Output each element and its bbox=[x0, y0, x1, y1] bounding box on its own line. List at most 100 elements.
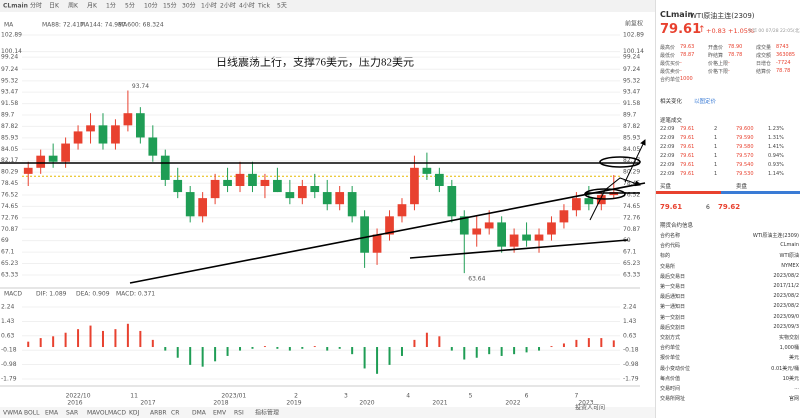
contract-cell: 标的 bbox=[660, 253, 671, 260]
y-tick-label: 85.93 bbox=[623, 134, 640, 141]
y-tick-label: 93.47 bbox=[623, 89, 640, 96]
candle-body bbox=[360, 216, 369, 253]
candle-body bbox=[335, 192, 345, 205]
tab[interactable]: 10分 bbox=[144, 2, 158, 10]
contract-cell: 美元 bbox=[788, 355, 799, 362]
y-tick-label: 87.82 bbox=[623, 123, 640, 130]
y-tick-label: 2.24 bbox=[1, 304, 15, 311]
y-tick-label: 65.23 bbox=[1, 260, 18, 267]
trade-cell: 79.570 bbox=[736, 153, 754, 159]
quote-field: 79.63 bbox=[680, 44, 695, 50]
indicator-tab[interactable]: MAVOL bbox=[87, 410, 109, 417]
y-tick-label: 63.33 bbox=[1, 272, 18, 279]
y-tick-label: 89.7 bbox=[623, 112, 637, 119]
quote-field: 78.87 bbox=[680, 52, 695, 58]
y-tick-label: 1.43 bbox=[623, 318, 637, 325]
y-tick-label: 70.87 bbox=[1, 226, 18, 233]
indicator-tab[interactable]: 指标管理 bbox=[255, 409, 279, 417]
trade-cell: 79.61 bbox=[680, 171, 695, 177]
legend-item: MA bbox=[4, 22, 14, 29]
indicator-tab[interactable]: EMV bbox=[213, 410, 227, 417]
bid: 79.61 bbox=[660, 203, 683, 211]
candle-body bbox=[285, 192, 295, 199]
legend-item: MA600: 68.324 bbox=[118, 22, 164, 29]
contract-cell: 每点价值 bbox=[660, 375, 681, 382]
tab[interactable]: Tick bbox=[257, 3, 270, 10]
y-tick-label: 100.14 bbox=[1, 48, 22, 55]
contract-cell: WTI原油 bbox=[779, 253, 799, 260]
indicator-tab[interactable]: CR bbox=[171, 410, 179, 417]
tab[interactable]: 1分 bbox=[106, 2, 116, 10]
contract-cell: 1,000桶 bbox=[779, 345, 799, 352]
y-tick-label: 93.47 bbox=[1, 89, 18, 96]
section-title: 期货合约信息 bbox=[660, 223, 694, 229]
contract-cell: 最后交易日 bbox=[660, 273, 686, 280]
candle-body bbox=[223, 179, 232, 187]
quote-field: 最低价 bbox=[660, 53, 676, 59]
contract-cell: 交易所网址 bbox=[660, 396, 686, 403]
y-tick-label: 0.63 bbox=[1, 332, 15, 339]
indicator-tab[interactable]: MACD bbox=[108, 410, 126, 417]
navigator-label: 2022 bbox=[505, 400, 520, 407]
navigator-label: 2020 bbox=[359, 400, 374, 407]
trade-cell: 22:09 bbox=[660, 153, 675, 159]
y-tick-label: 97.24 bbox=[1, 66, 18, 73]
indicator-tab[interactable]: BOLL bbox=[24, 410, 40, 417]
y-tick-label: 100.14 bbox=[623, 48, 644, 55]
contract-cell: 合约代码 bbox=[660, 243, 681, 250]
tab[interactable]: 30分 bbox=[182, 2, 196, 10]
tab[interactable]: 5天 bbox=[277, 3, 287, 10]
candle-body bbox=[410, 167, 419, 205]
trade-cell: 0.94% bbox=[768, 153, 784, 159]
candle-body bbox=[397, 204, 407, 217]
indicator-tab[interactable]: RSI bbox=[234, 410, 244, 417]
tab[interactable]: 5分 bbox=[125, 2, 135, 10]
y-tick-label: 63.33 bbox=[623, 272, 640, 279]
navigator-label: 2016 bbox=[67, 400, 82, 407]
contract-cell: 2023/08/2 bbox=[773, 272, 799, 279]
y-tick-label: -0.18 bbox=[1, 347, 17, 354]
indicator-tab[interactable]: VWMA bbox=[3, 410, 23, 417]
quote-field: 78.90 bbox=[728, 44, 743, 50]
quote-field: 78.78 bbox=[776, 68, 791, 74]
tab[interactable]: 2小时 bbox=[220, 2, 236, 10]
tab[interactable]: 周K bbox=[68, 3, 79, 10]
tab[interactable]: 4小时 bbox=[239, 2, 255, 10]
contract-cell: 交易所 bbox=[660, 263, 676, 270]
y-tick-label: 99.24 bbox=[1, 54, 18, 61]
y-tick-label: 69 bbox=[623, 237, 631, 244]
indicator-tab[interactable]: EMA bbox=[45, 410, 59, 417]
trade-cell: 22:09 bbox=[660, 135, 675, 141]
legend-item: DIF: 1.089 bbox=[36, 291, 67, 298]
candle-body bbox=[434, 173, 444, 187]
candle-body bbox=[235, 173, 245, 187]
y-tick-label: 99.24 bbox=[623, 54, 640, 61]
candle-body bbox=[123, 113, 133, 126]
trade-cell: 79.61 bbox=[680, 144, 695, 150]
indicator-tab[interactable]: SAR bbox=[66, 410, 78, 417]
quote-field: 8743 bbox=[776, 44, 789, 50]
tab[interactable]: 以图定价 bbox=[694, 99, 717, 105]
y-tick-label: 2.24 bbox=[623, 304, 637, 311]
tab[interactable]: 月K bbox=[87, 3, 98, 10]
x-tick-label: 5 bbox=[469, 393, 473, 400]
indicator-tab[interactable]: ARBR bbox=[150, 410, 167, 417]
tab[interactable]: 15分 bbox=[163, 2, 177, 10]
tab[interactable]: 相关变化 bbox=[660, 99, 683, 105]
symbol: CLmain bbox=[660, 10, 694, 19]
extreme-label: 63.64 bbox=[468, 276, 485, 283]
quote-field: 363085 bbox=[776, 52, 796, 58]
x-tick-label: 4 bbox=[406, 393, 410, 400]
candle-body bbox=[111, 125, 120, 144]
book-bar bbox=[656, 191, 800, 194]
tab[interactable]: 分时 bbox=[30, 2, 42, 10]
candle-body bbox=[86, 125, 95, 132]
quote-field: - bbox=[728, 68, 730, 74]
candle-body bbox=[447, 186, 457, 217]
y-tick-label: -0.98 bbox=[623, 361, 639, 368]
indicator-tab[interactable]: DMA bbox=[192, 410, 207, 417]
y-tick-label: 74.65 bbox=[1, 203, 18, 210]
tab[interactable]: 1小时 bbox=[201, 2, 217, 10]
indicator-tab[interactable]: KDJ bbox=[129, 410, 140, 417]
tab[interactable]: 日K bbox=[49, 3, 60, 10]
